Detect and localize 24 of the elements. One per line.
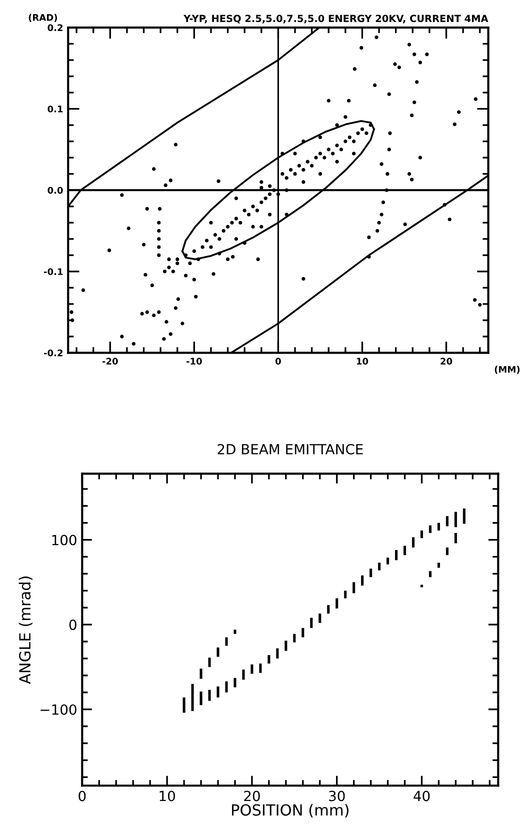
y-tick-label: 0.0 xyxy=(48,186,63,194)
x-axis-title: POSITION (mm) xyxy=(232,804,348,818)
y-tick-label: -0.1 xyxy=(44,268,63,276)
x-tick-label: 0 xyxy=(78,790,86,802)
x-tick-label: 10 xyxy=(356,358,368,365)
x-tick-label: 0 xyxy=(275,358,281,365)
x-tick-label: -10 xyxy=(186,358,202,365)
y-tick-label: 100 xyxy=(52,534,76,546)
y-tick-label: -0.2 xyxy=(44,350,62,356)
x-axis-title: (MM) xyxy=(494,366,520,374)
y-tick-label: 0.1 xyxy=(48,106,63,112)
y-tick-label: −100 xyxy=(40,704,76,715)
x-tick-label: 40 xyxy=(414,790,430,802)
y-axis-title: ANGLE (mrad) xyxy=(18,576,32,684)
y-tick-label: 0 xyxy=(69,620,76,630)
x-tick-label: 20 xyxy=(440,358,452,365)
y-axis-title: (RAD) xyxy=(28,14,57,22)
chart-title: 2D BEAM EMITTANCE xyxy=(218,444,363,454)
x-tick-label: 20 xyxy=(244,790,260,802)
x-tick-label: -20 xyxy=(102,358,118,365)
x-tick-label: 30 xyxy=(329,790,345,802)
chart-title: Y-YP, HESQ 2.5,5.0,7.5,5.0 ENERGY 20KV, CURRENT 4MA xyxy=(183,14,488,24)
y-tick-label: 0.2 xyxy=(48,24,62,32)
x-tick-label: 10 xyxy=(160,790,175,802)
